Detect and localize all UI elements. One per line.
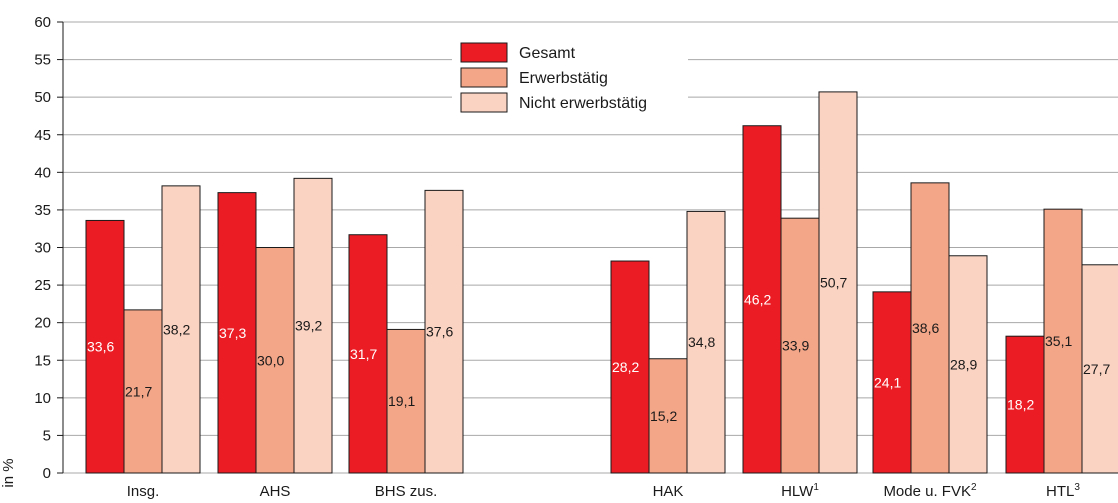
y-axis-ticks: 0 5 10 15 20 25 30 35 40 45 50 55 60 [34, 14, 63, 482]
bar-nicht-erwerbstätig [948, 255, 988, 474]
y-tick-label: 30 [34, 240, 51, 257]
category-label: Mode u. FVK2 [883, 482, 977, 500]
bar-erwerbstätig [1043, 208, 1083, 474]
legend-label: Erwerbstätig [519, 70, 608, 87]
bar-nicht-erwerbstätig [161, 185, 201, 474]
footnote-marker: 1 [813, 482, 819, 493]
legend-label: Nicht erwerbstätig [519, 95, 647, 112]
data-label: 33,9 [782, 338, 809, 354]
data-label: 24,1 [874, 374, 901, 390]
data-label: 37,3 [219, 325, 246, 341]
data-label: 34,8 [688, 334, 715, 350]
bar-gesamt [348, 234, 388, 474]
data-label: 15,2 [650, 408, 677, 424]
data-label: 30,0 [257, 352, 284, 368]
y-tick-label: 0 [43, 465, 51, 482]
bar-erwerbstätig [910, 182, 950, 474]
category-label: HAK [653, 483, 684, 500]
data-label: 33,6 [87, 339, 114, 355]
footnote-marker: 3 [1074, 482, 1080, 493]
legend-label: Gesamt [519, 45, 576, 62]
bar-gesamt [1005, 335, 1045, 474]
y-tick-label: 5 [43, 427, 51, 444]
y-tick-label: 35 [34, 202, 51, 219]
data-label: 19,1 [388, 393, 415, 409]
y-tick-label: 45 [34, 127, 51, 144]
y-tick-label: 15 [34, 352, 51, 369]
data-label: 46,2 [744, 291, 771, 307]
data-label: 31,7 [350, 346, 377, 362]
y-tick-label: 20 [34, 315, 51, 332]
data-label: 35,1 [1045, 333, 1072, 349]
y-tick-label: 55 [34, 52, 51, 69]
bar-nicht-erwerbstätig [1081, 264, 1118, 474]
category-label: BHS zus. [375, 483, 438, 500]
data-label: 28,2 [612, 359, 639, 375]
bar-erwerbstätig [648, 358, 688, 474]
legend-swatch [460, 92, 508, 113]
bar-gesamt [217, 192, 257, 474]
legend-swatch [460, 42, 508, 63]
y-axis-label: in % [0, 458, 17, 487]
bar-erwerbstätig [780, 217, 820, 474]
data-label: 27,7 [1083, 361, 1110, 377]
category-label: HLW1 [781, 482, 819, 500]
bar-gesamt [742, 125, 782, 474]
bars: 33,6 21,7 38,2 37,3 30,0 39,2 31,7 19,1 37,6 28,2… [85, 91, 1118, 474]
y-tick-label: 25 [34, 277, 51, 294]
data-label: 50,7 [820, 274, 847, 290]
legend: Gesamt Erwerbstätig Nicht erwerbstätig [452, 39, 688, 119]
category-labels: Insg. AHS BHS zus. HAK HLW1 Mode u. FVK2 HTL3 [127, 482, 1081, 500]
bar-nicht-erwerbstätig [293, 177, 333, 474]
data-label: 38,6 [912, 320, 939, 336]
y-tick-label: 60 [34, 14, 51, 31]
data-label: 18,2 [1007, 397, 1034, 413]
y-tick-label: 40 [34, 164, 51, 181]
bar-gesamt [610, 260, 650, 474]
legend-swatch [460, 67, 508, 88]
data-label: 21,7 [125, 383, 152, 399]
bar-nicht-erwerbstätig [686, 210, 726, 474]
category-label: AHS [260, 483, 291, 500]
category-label: Insg. [127, 483, 160, 500]
y-tick-label: 50 [34, 89, 51, 106]
bar-nicht-erwerbstätig [424, 189, 464, 474]
bar-erwerbstätig [386, 328, 426, 474]
category-label: HTL3 [1046, 482, 1080, 500]
data-label: 37,6 [426, 324, 453, 340]
y-tick-label: 10 [34, 390, 51, 407]
bar-erwerbstätig [255, 247, 295, 474]
data-label: 39,2 [295, 318, 322, 334]
footnote-marker: 2 [971, 482, 977, 493]
bar-nicht-erwerbstätig [818, 91, 858, 474]
data-label: 28,9 [950, 356, 977, 372]
data-label: 38,2 [163, 321, 190, 337]
